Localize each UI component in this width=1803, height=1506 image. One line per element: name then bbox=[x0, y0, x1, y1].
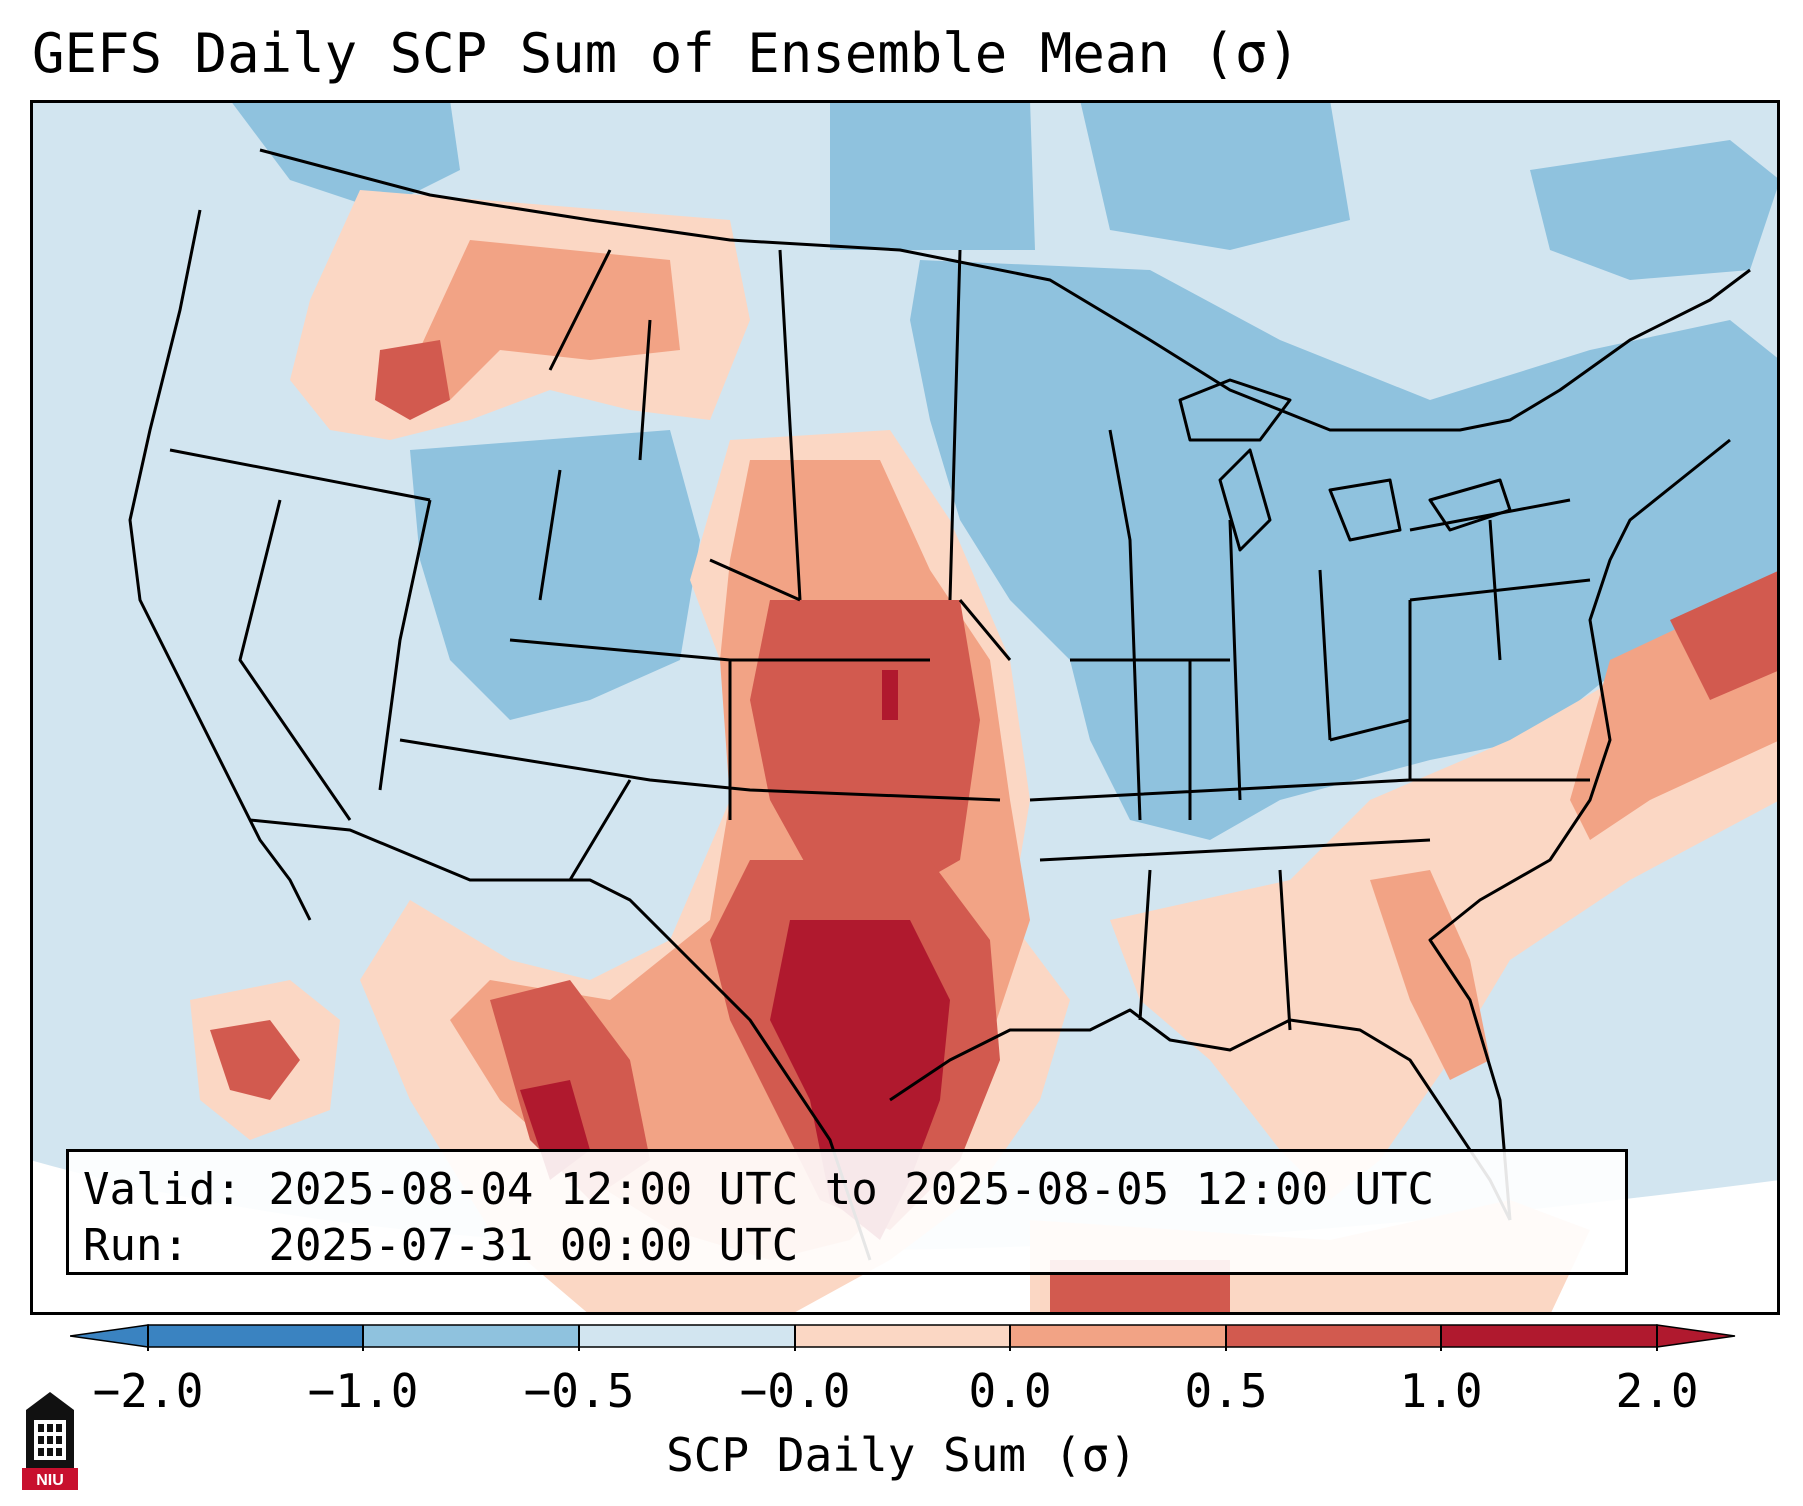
state-borders bbox=[128, 148, 1751, 1261]
idaho-high bbox=[375, 340, 450, 420]
northern-plains-negative bbox=[570, 100, 1035, 250]
colorbar-segment bbox=[1226, 1325, 1441, 1347]
upper-midwest-negative bbox=[910, 260, 1780, 840]
atlantic-coast bbox=[1428, 438, 1731, 1221]
colorbar-label: SCP Daily Sum (σ) bbox=[666, 1428, 1137, 1482]
kansas-high bbox=[750, 600, 980, 900]
colorbar-segment bbox=[1010, 1325, 1226, 1347]
northwest-negative bbox=[230, 100, 460, 210]
mexico-border bbox=[249, 818, 872, 1261]
scp-map bbox=[30, 100, 1780, 1315]
colorbar-segment bbox=[148, 1325, 363, 1347]
colorbar-tick: −0.5 bbox=[523, 1364, 635, 1418]
negative-areas bbox=[230, 100, 1780, 840]
colorbar-segment bbox=[795, 1325, 1010, 1347]
map-frame bbox=[30, 100, 1780, 1315]
canada-east-negative bbox=[1080, 100, 1350, 250]
niu-building-icon: NIU bbox=[22, 1392, 78, 1490]
atlantic-band-high bbox=[1670, 570, 1780, 700]
colorbar-tick: −2.0 bbox=[92, 1364, 204, 1418]
colorado-utah-negative bbox=[410, 430, 700, 720]
kansas-max bbox=[882, 670, 898, 720]
pacific-coast bbox=[128, 209, 312, 921]
colorbar-tick: −0.0 bbox=[739, 1364, 851, 1418]
colorbar-tick: 0.5 bbox=[1184, 1364, 1268, 1418]
colorbar-tick: −1.0 bbox=[307, 1364, 419, 1418]
colorbar-tick: 2.0 bbox=[1615, 1364, 1699, 1418]
logo-text: NIU bbox=[36, 1472, 64, 1489]
colorbar-extend-low bbox=[70, 1324, 149, 1348]
great-lakes bbox=[1178, 378, 1512, 552]
valid-label: Valid: bbox=[83, 1164, 242, 1215]
run-info-box: Valid: 2025-08-04 12:00 UTC to 2025-08-0… bbox=[66, 1149, 1628, 1275]
colorbar-extend-high bbox=[1656, 1324, 1736, 1348]
colorbar-tick: 0.0 bbox=[968, 1364, 1052, 1418]
northeast-negative bbox=[1530, 140, 1780, 280]
northern-rockies-mid bbox=[410, 240, 680, 400]
eastern-interior bbox=[1029, 429, 1591, 1031]
gulf-coast bbox=[889, 1008, 1512, 1221]
chart-title: GEFS Daily SCP Sum of Ensemble Mean (σ) bbox=[32, 22, 1300, 85]
run-label: Run: bbox=[83, 1220, 189, 1271]
colorbar-tick: 1.0 bbox=[1399, 1364, 1483, 1418]
valid-range: 2025-08-04 12:00 UTC to 2025-08-05 12:00… bbox=[268, 1164, 1435, 1215]
colorbar bbox=[70, 1324, 1736, 1351]
baja-high bbox=[210, 1020, 300, 1100]
canada-border bbox=[259, 148, 1751, 432]
colorbar-segment bbox=[363, 1325, 579, 1347]
florida-mid bbox=[1370, 870, 1490, 1080]
run-time: 2025-07-31 00:00 UTC bbox=[268, 1220, 799, 1271]
colorbar-segment bbox=[1441, 1325, 1657, 1347]
western-interior bbox=[169, 249, 1012, 881]
colorbar-segment bbox=[579, 1325, 795, 1347]
positive-high-areas bbox=[210, 340, 1780, 1315]
